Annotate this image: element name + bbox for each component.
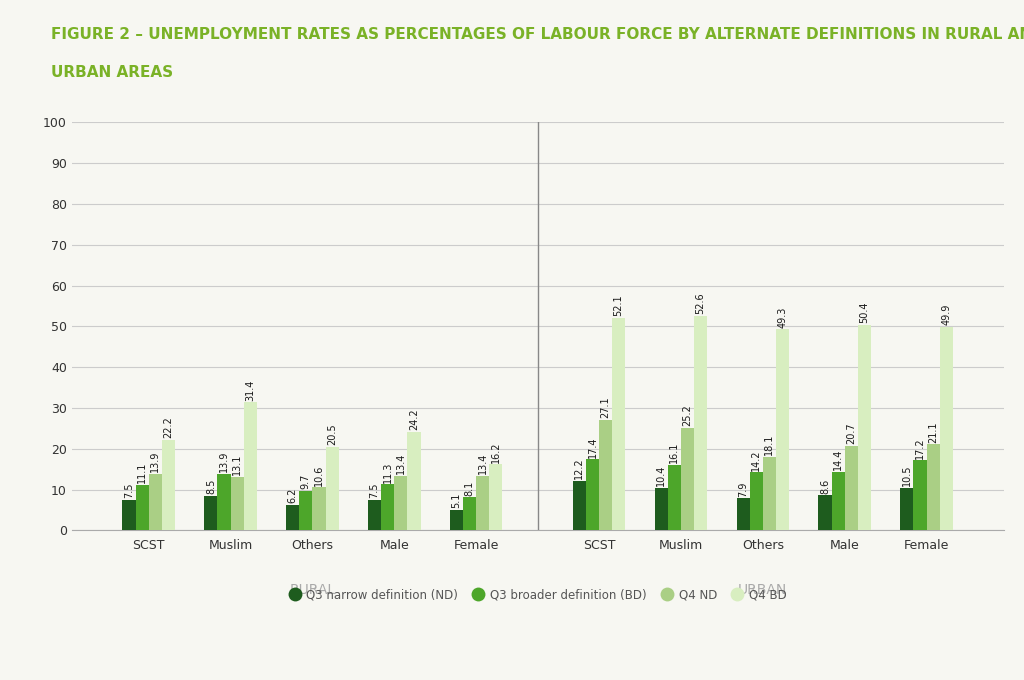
Text: 7.5: 7.5 xyxy=(124,483,134,498)
Text: 8.1: 8.1 xyxy=(465,481,475,496)
Bar xyxy=(205,496,217,530)
Text: 10.4: 10.4 xyxy=(656,465,667,486)
Text: 13.4: 13.4 xyxy=(396,453,406,474)
Bar xyxy=(818,495,831,530)
Bar xyxy=(586,460,599,530)
Text: URBAN: URBAN xyxy=(738,583,787,597)
Text: 52.6: 52.6 xyxy=(695,292,706,314)
Text: URBAN AREAS: URBAN AREAS xyxy=(51,65,173,80)
Text: 49.3: 49.3 xyxy=(777,306,787,328)
Bar xyxy=(599,420,612,530)
Text: 31.4: 31.4 xyxy=(245,379,255,401)
Bar xyxy=(654,488,668,530)
Text: 12.2: 12.2 xyxy=(574,458,585,479)
Bar xyxy=(694,316,708,530)
Text: 16.1: 16.1 xyxy=(670,442,679,463)
Text: 13.9: 13.9 xyxy=(219,451,229,472)
Bar xyxy=(668,464,681,530)
Bar xyxy=(381,484,394,530)
Bar xyxy=(287,505,299,530)
Text: 7.9: 7.9 xyxy=(738,481,749,496)
Legend: Q3 narrow definition (ND), Q3 broader definition (BD), Q4 ND, Q4 BD: Q3 narrow definition (ND), Q3 broader de… xyxy=(284,583,792,606)
Bar xyxy=(244,403,257,530)
Bar xyxy=(368,500,381,530)
Bar xyxy=(463,497,476,530)
Bar xyxy=(831,472,845,530)
Text: 7.5: 7.5 xyxy=(370,483,380,498)
Text: 10.6: 10.6 xyxy=(314,464,324,486)
Text: 8.5: 8.5 xyxy=(206,479,216,494)
Text: 17.2: 17.2 xyxy=(915,437,925,458)
Bar xyxy=(681,428,694,530)
Bar xyxy=(572,481,586,530)
Bar xyxy=(476,476,489,530)
Text: 16.2: 16.2 xyxy=(490,441,501,462)
Text: 50.4: 50.4 xyxy=(859,302,869,323)
Text: 22.2: 22.2 xyxy=(163,416,173,438)
Text: 20.5: 20.5 xyxy=(327,424,337,445)
Text: 13.4: 13.4 xyxy=(478,453,487,474)
Bar xyxy=(408,432,421,530)
Bar xyxy=(123,500,135,530)
Bar xyxy=(776,329,788,530)
Bar xyxy=(913,460,927,530)
Bar xyxy=(489,464,503,530)
Bar xyxy=(394,476,408,530)
Text: FIGURE 2 – UNEMPLOYMENT RATES AS PERCENTAGES OF LABOUR FORCE BY ALTERNATE DEFINI: FIGURE 2 – UNEMPLOYMENT RATES AS PERCENT… xyxy=(51,27,1024,42)
Bar xyxy=(750,473,763,530)
Bar xyxy=(612,318,626,530)
Bar xyxy=(326,447,339,530)
Text: 11.3: 11.3 xyxy=(383,461,393,483)
Bar xyxy=(217,474,230,530)
Bar xyxy=(148,474,162,530)
Text: 52.1: 52.1 xyxy=(613,294,624,316)
Bar xyxy=(858,325,870,530)
Text: 21.1: 21.1 xyxy=(928,421,938,443)
Text: 8.6: 8.6 xyxy=(820,479,830,494)
Text: RURAL: RURAL xyxy=(290,583,336,597)
Text: 25.2: 25.2 xyxy=(682,404,692,426)
Bar xyxy=(230,477,244,530)
Text: 11.1: 11.1 xyxy=(137,462,147,483)
Text: 14.4: 14.4 xyxy=(834,449,843,470)
Bar xyxy=(845,446,858,530)
Text: 18.1: 18.1 xyxy=(764,434,774,455)
Text: 24.2: 24.2 xyxy=(409,409,419,430)
Text: 5.1: 5.1 xyxy=(452,492,462,508)
Text: 27.1: 27.1 xyxy=(600,396,610,418)
Text: 13.9: 13.9 xyxy=(151,451,160,472)
Text: 17.4: 17.4 xyxy=(588,437,597,458)
Bar xyxy=(162,440,175,530)
Bar xyxy=(450,509,463,530)
Text: 10.5: 10.5 xyxy=(902,464,912,486)
Bar xyxy=(940,327,952,530)
Text: 13.1: 13.1 xyxy=(232,454,242,475)
Text: 14.2: 14.2 xyxy=(752,449,761,471)
Bar xyxy=(135,485,148,530)
Text: 20.7: 20.7 xyxy=(846,423,856,444)
Bar xyxy=(927,444,940,530)
Text: 9.7: 9.7 xyxy=(301,474,311,489)
Text: 6.2: 6.2 xyxy=(288,488,298,503)
Bar xyxy=(312,487,326,530)
Text: 49.9: 49.9 xyxy=(941,304,951,325)
Bar xyxy=(299,491,312,530)
Bar xyxy=(900,488,913,530)
Bar xyxy=(763,456,776,530)
Bar xyxy=(736,498,750,530)
